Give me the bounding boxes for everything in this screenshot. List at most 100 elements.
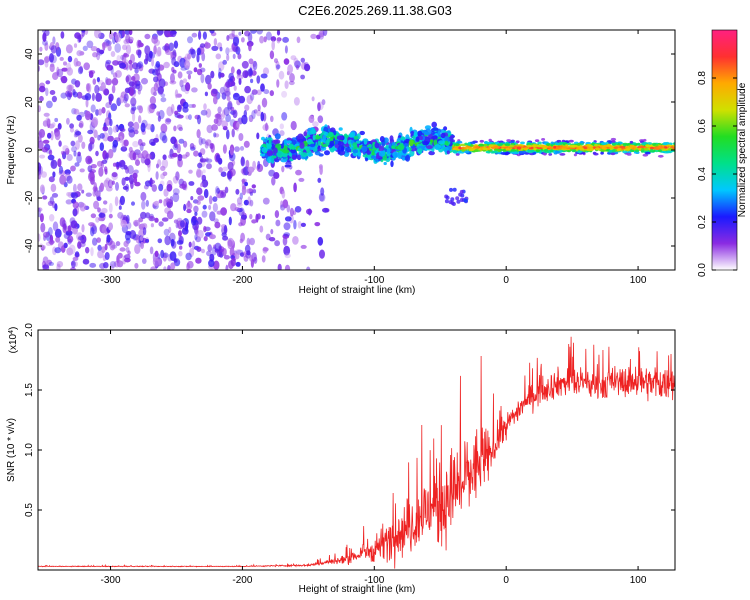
spectrogram-noise-blob	[246, 94, 253, 105]
spectrogram-noise-blob	[88, 222, 95, 227]
spectrogram-noise-blob	[138, 138, 143, 146]
spectrogram-tone-blob	[482, 147, 488, 151]
spectrogram-noise-blob	[242, 70, 249, 79]
spectrogram-noise-blob	[140, 156, 146, 164]
spectrogram-noise-blob	[198, 30, 202, 40]
spectrogram-tone-blob	[611, 140, 616, 143]
spectrogram-noise-blob	[55, 236, 61, 243]
spectrogram-noise-blob	[247, 32, 253, 42]
spectrogram-noise-blob	[262, 197, 270, 205]
spectrogram-noise-blob	[109, 240, 116, 251]
spectrogram-noise-blob	[204, 91, 208, 97]
spectrogram-noise-blob	[281, 112, 288, 121]
spectrogram-tone-blob	[619, 145, 624, 149]
spectrogram-noise-blob	[112, 72, 118, 79]
spectrogram-onset-blob	[299, 142, 305, 149]
spectrogram-noise-blob	[114, 196, 119, 207]
spectrogram-noise-blob	[140, 241, 145, 249]
spectrogram-noise-blob	[103, 166, 108, 173]
spectrogram-noise-blob	[260, 111, 265, 122]
spectrogram-noise-blob	[234, 253, 240, 260]
spectrogram-tone-blob	[670, 145, 674, 149]
spectrogram-noise-blob	[78, 236, 84, 241]
spectrogram-onset-blob	[363, 139, 368, 145]
spectrogram-noise-blob	[142, 258, 147, 264]
spectrogram-noise-blob	[95, 92, 102, 102]
spectrogram-onset-blob	[419, 135, 423, 141]
spectrogram-onset-blob	[422, 141, 429, 146]
spectrogram-noise-blob	[148, 216, 155, 222]
colorbar-gradient	[711, 29, 738, 271]
spectrogram-tone-blob	[454, 143, 460, 147]
spectrogram-noise-blob	[51, 122, 56, 128]
spectrogram-noise-blob	[40, 222, 46, 233]
spectrogram-noise-blob	[100, 160, 105, 169]
spectrogram-noise-blob	[124, 254, 131, 260]
spectrogram-noise-blob	[226, 53, 230, 62]
spectrogram-onset-blob	[379, 136, 385, 143]
spectrogram-tone-blob	[453, 147, 457, 151]
spectrogram-noise-blob	[179, 79, 184, 88]
spectrogram-noise-blob	[115, 70, 122, 78]
spectrogram-tone-blob	[535, 149, 541, 153]
spectrogram-noise-blob	[38, 173, 41, 180]
spectrogram-tone-blob	[577, 150, 583, 154]
spectrogram-onset-blob	[308, 152, 313, 157]
spectrogram-noise-blob	[42, 139, 50, 144]
spectrogram-noise-blob	[103, 200, 108, 205]
spectrogram-noise-blob	[188, 181, 195, 186]
spectrogram-noise-blob	[263, 36, 267, 43]
figure-title: C2E6.2025.269.11.38.G03	[298, 3, 452, 18]
spectrogram-noise-blob	[152, 257, 160, 267]
spectrogram-noise-blob	[170, 238, 175, 247]
spectrogram-noise-blob	[191, 48, 196, 59]
spectrogram-noise-blob	[289, 207, 294, 217]
spectrogram-noise-blob	[156, 111, 160, 116]
spectrogram-noise-blob	[213, 132, 217, 138]
spectrogram-noise-blob	[157, 238, 163, 244]
spectrogram-noise-blob	[98, 167, 104, 177]
spectrogram-onset-blob	[300, 152, 308, 158]
spectrogram-noise-blob	[166, 106, 173, 117]
spectrogram-noise-blob	[196, 168, 202, 178]
spectrogram-noise-blob	[59, 175, 67, 185]
spectrogram-noise-blob	[110, 65, 114, 75]
spectrogram-noise-blob	[211, 45, 219, 52]
spectrogram-noise-blob	[241, 37, 245, 43]
spectrogram-onset-blob	[371, 150, 375, 157]
spectrogram-tone-blob	[588, 144, 593, 148]
spectrogram-noise-blob	[290, 120, 297, 131]
spectrogram-tone-blob	[626, 147, 631, 151]
spectrogram-noise-blob	[76, 153, 82, 164]
spectrogram-noise-blob	[295, 169, 302, 176]
spectrogram-noise-blob	[296, 36, 301, 44]
spectrogram-noise-blob	[96, 77, 100, 83]
spectrogram-tone-blob	[543, 152, 547, 156]
spectrogram-noise-blob	[65, 230, 73, 236]
spectrogram-noise-blob	[163, 228, 170, 236]
spectrogram-noise-blob	[197, 195, 205, 201]
spectrogram-noise-blob	[214, 221, 221, 229]
spectrogram-noise-blob	[99, 142, 105, 152]
spectrogram-noise-blob	[208, 259, 215, 268]
spectrogram-noise-blob	[240, 214, 247, 220]
spectrogram-noise-blob	[239, 192, 243, 200]
spectrogram-onset-blob	[449, 134, 455, 139]
spectrogram-noise-blob	[322, 30, 328, 37]
spectrogram-tone-blob	[601, 142, 607, 145]
spectrogram-onset-blob	[365, 157, 368, 162]
spectrogram-onset-blob	[314, 151, 321, 156]
spectrogram-noise-blob	[164, 235, 171, 246]
spectrogram-noise-blob	[230, 66, 235, 74]
spectrogram-tone-blob	[573, 153, 578, 157]
spectrogram-noise-blob	[284, 253, 291, 259]
spectrogram-tone-blob	[657, 154, 664, 158]
spectrogram-noise-blob	[155, 171, 159, 180]
spectrogram-tone-blob	[610, 137, 617, 141]
x-tick-label: -200	[232, 575, 252, 586]
spectrogram-noise-blob	[38, 85, 46, 93]
spectrogram-noise-blob	[85, 192, 92, 197]
spectrogram-noise-blob	[155, 50, 162, 57]
spectrogram-noise-blob	[48, 149, 53, 156]
spectrogram-noise-blob	[39, 46, 43, 52]
